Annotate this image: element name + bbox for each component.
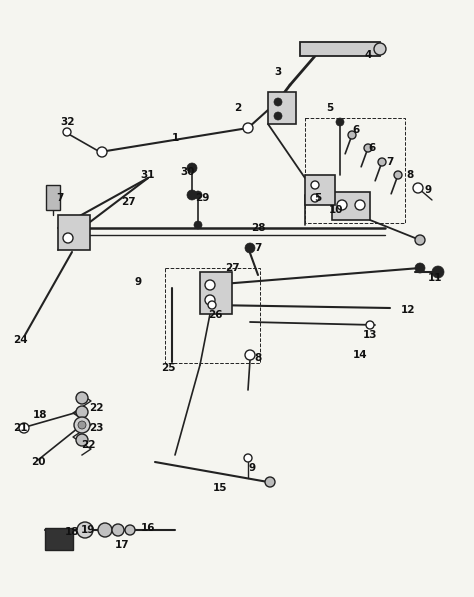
Circle shape — [187, 190, 197, 200]
Text: 30: 30 — [181, 167, 195, 177]
Text: 13: 13 — [363, 330, 377, 340]
Circle shape — [194, 221, 202, 229]
Text: 28: 28 — [251, 223, 265, 233]
Text: 14: 14 — [353, 350, 367, 360]
Circle shape — [76, 392, 88, 404]
Text: 5: 5 — [327, 103, 334, 113]
Circle shape — [205, 295, 215, 305]
Text: 9: 9 — [135, 277, 142, 287]
Text: 19: 19 — [81, 525, 95, 535]
Text: 22: 22 — [89, 403, 103, 413]
Bar — [305, 175, 335, 205]
Text: 7: 7 — [56, 193, 64, 203]
Bar — [268, 92, 296, 124]
Text: 15: 15 — [213, 483, 227, 493]
Circle shape — [415, 263, 425, 273]
Text: 29: 29 — [195, 193, 209, 203]
Text: 9: 9 — [424, 185, 431, 195]
Bar — [46, 185, 60, 210]
Text: 24: 24 — [13, 335, 27, 345]
Text: 7: 7 — [386, 157, 394, 167]
Text: 11: 11 — [428, 273, 442, 283]
Text: 20: 20 — [31, 457, 45, 467]
Circle shape — [97, 147, 107, 157]
Text: 16: 16 — [141, 523, 155, 533]
Circle shape — [194, 191, 202, 199]
Text: 5: 5 — [314, 193, 322, 203]
Text: 12: 12 — [401, 305, 415, 315]
Text: 27: 27 — [225, 263, 239, 273]
Circle shape — [77, 522, 93, 538]
Circle shape — [19, 423, 29, 433]
Circle shape — [244, 454, 252, 462]
Circle shape — [415, 235, 425, 245]
Text: 17: 17 — [115, 540, 129, 550]
Text: 22: 22 — [81, 440, 95, 450]
Circle shape — [243, 123, 253, 133]
Circle shape — [432, 266, 444, 278]
Bar — [165, 268, 260, 363]
Circle shape — [274, 112, 282, 120]
Text: 21: 21 — [13, 423, 27, 433]
Text: 25: 25 — [161, 363, 175, 373]
Bar — [300, 42, 380, 56]
Circle shape — [265, 477, 275, 487]
Circle shape — [98, 523, 112, 537]
Circle shape — [311, 194, 319, 202]
Text: 9: 9 — [248, 463, 255, 473]
Circle shape — [337, 200, 347, 210]
Text: 27: 27 — [121, 197, 135, 207]
Text: 18: 18 — [65, 527, 79, 537]
Text: 6: 6 — [368, 143, 375, 153]
Circle shape — [74, 417, 90, 433]
Circle shape — [374, 43, 386, 55]
Text: 1: 1 — [172, 133, 179, 143]
Circle shape — [245, 243, 255, 253]
Circle shape — [364, 144, 372, 152]
Circle shape — [366, 321, 374, 329]
Circle shape — [76, 406, 88, 418]
Circle shape — [205, 280, 215, 290]
Bar — [305, 118, 405, 223]
Circle shape — [78, 421, 86, 429]
Text: 6: 6 — [352, 125, 360, 135]
Text: 26: 26 — [208, 310, 222, 320]
Circle shape — [348, 131, 356, 139]
Circle shape — [274, 98, 282, 106]
Text: 8: 8 — [406, 170, 414, 180]
Text: 4: 4 — [365, 50, 372, 60]
Circle shape — [336, 118, 344, 126]
Bar — [332, 192, 370, 220]
Text: 3: 3 — [274, 67, 282, 77]
Circle shape — [355, 200, 365, 210]
Text: 10: 10 — [329, 205, 343, 215]
Text: 2: 2 — [234, 103, 242, 113]
Circle shape — [378, 158, 386, 166]
Text: 23: 23 — [89, 423, 103, 433]
Text: 7: 7 — [255, 243, 262, 253]
Circle shape — [413, 183, 423, 193]
Text: 8: 8 — [255, 353, 262, 363]
Circle shape — [63, 128, 71, 136]
Circle shape — [76, 434, 88, 446]
Bar — [200, 272, 232, 314]
Circle shape — [245, 350, 255, 360]
Circle shape — [208, 301, 216, 309]
Bar — [45, 528, 73, 550]
Circle shape — [63, 233, 73, 243]
Circle shape — [187, 163, 197, 173]
Circle shape — [311, 181, 319, 189]
Circle shape — [394, 171, 402, 179]
Circle shape — [125, 525, 135, 535]
Circle shape — [112, 524, 124, 536]
Text: 32: 32 — [61, 117, 75, 127]
Text: 18: 18 — [33, 410, 47, 420]
Bar — [58, 215, 90, 250]
Text: 31: 31 — [141, 170, 155, 180]
